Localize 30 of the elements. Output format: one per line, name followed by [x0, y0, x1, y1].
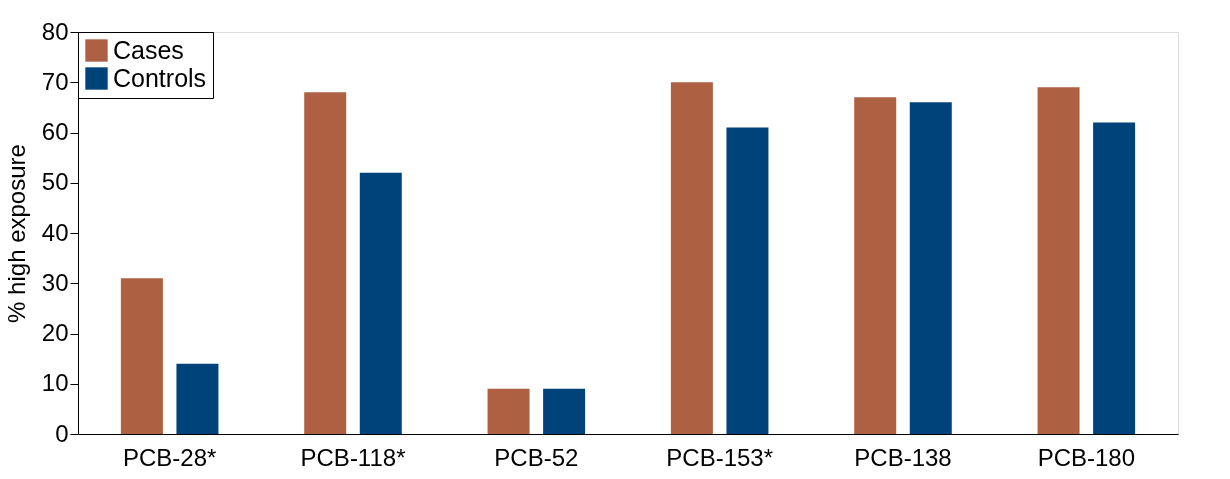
- bar: [304, 92, 347, 434]
- bar: [359, 172, 402, 434]
- legend-label: Controls: [113, 63, 207, 92]
- bar: [543, 388, 586, 434]
- bar: [909, 102, 952, 434]
- y-tick-label: 80: [41, 17, 69, 45]
- y-tick-label: 60: [41, 118, 69, 145]
- y-tick-label: 20: [41, 319, 69, 346]
- bar: [854, 97, 897, 434]
- bar: [120, 278, 163, 434]
- x-tick-label: PCB-138: [854, 443, 952, 471]
- bar: [1093, 122, 1136, 434]
- x-tick-label: PCB-153*: [666, 443, 774, 471]
- x-tick-label: PCB-52: [494, 443, 579, 471]
- x-tick-label: PCB-28*: [122, 443, 217, 471]
- y-tick-label: 50: [41, 168, 69, 196]
- y-tick-label: 40: [41, 218, 69, 246]
- bar: [1037, 87, 1080, 434]
- y-tick-label: 10: [41, 369, 69, 397]
- bar: [176, 363, 219, 434]
- y-tick-label: 30: [41, 268, 69, 296]
- y-tick-label: 70: [41, 67, 69, 95]
- x-tick-label: PCB-180: [1037, 443, 1136, 471]
- y-tick-label: 0: [55, 419, 69, 447]
- legend-label: Cases: [113, 35, 184, 64]
- bar: [670, 82, 713, 434]
- bar: [726, 127, 769, 434]
- bar: [487, 388, 530, 434]
- y-axis-title: % high exposure: [2, 144, 30, 323]
- x-tick-label: PCB-118*: [300, 443, 406, 471]
